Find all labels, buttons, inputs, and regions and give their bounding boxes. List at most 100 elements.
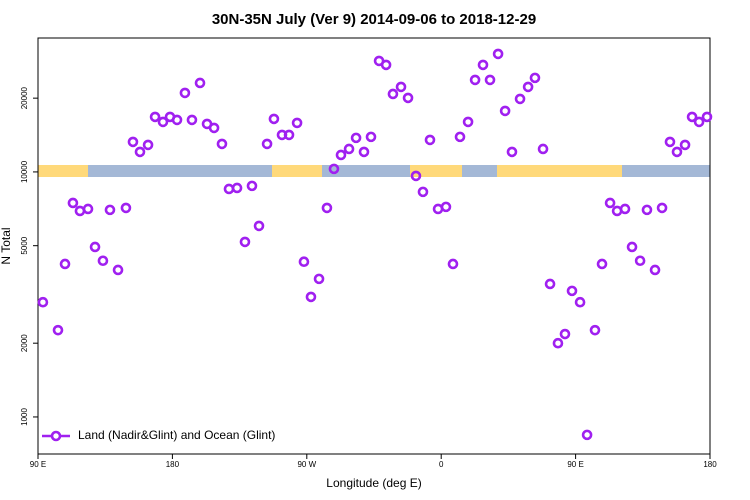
ocean-band — [622, 165, 710, 177]
data-point — [120, 202, 132, 214]
data-point — [52, 324, 64, 336]
land-ocean-band — [38, 165, 710, 177]
x-tick-label: 0 — [439, 460, 444, 469]
data-point — [97, 255, 109, 267]
data-point — [701, 111, 713, 123]
x-tick-label: 180 — [703, 460, 717, 469]
x-axis-title: Longitude (deg E) — [326, 476, 421, 490]
data-point — [171, 114, 183, 126]
y-tick-label: 20000 — [20, 86, 29, 109]
data-point — [619, 203, 631, 215]
data-point — [157, 116, 169, 128]
land-band — [272, 165, 322, 177]
data-point — [634, 255, 646, 267]
y-tick-label: 5000 — [20, 236, 29, 254]
data-point — [641, 204, 653, 216]
data-point — [37, 296, 49, 308]
data-point — [529, 72, 541, 84]
y-tick-label: 10000 — [20, 160, 29, 183]
data-point — [559, 328, 571, 340]
x-tick-label: 90 E — [567, 460, 583, 469]
chart-title: 30N-35N July (Ver 9) 2014-09-06 to 2018-… — [212, 11, 536, 28]
ocean-band — [88, 165, 272, 177]
data-point — [664, 136, 676, 148]
data-point — [186, 114, 198, 126]
data-point — [142, 139, 154, 151]
data-point — [671, 146, 683, 158]
ocean-band — [462, 165, 497, 177]
data-point — [484, 74, 496, 86]
data-point — [380, 59, 392, 71]
data-point — [387, 88, 399, 100]
ocean-band — [322, 165, 410, 177]
data-point — [358, 146, 370, 158]
data-point — [82, 203, 94, 215]
data-point — [305, 291, 317, 303]
data-point — [104, 204, 116, 216]
data-point — [74, 205, 86, 217]
data-point — [410, 170, 422, 182]
data-point — [321, 202, 333, 214]
data-point — [566, 285, 578, 297]
data-point — [395, 81, 407, 93]
data-point — [335, 149, 347, 161]
data-point — [522, 81, 534, 93]
data-point — [693, 116, 705, 128]
data-point — [574, 296, 586, 308]
land-band — [410, 165, 462, 177]
data-point — [514, 93, 526, 105]
data-point — [231, 182, 243, 194]
x-tick-label: 90 W — [297, 460, 316, 469]
data-point — [596, 258, 608, 270]
data-point — [499, 105, 511, 117]
data-point — [417, 186, 429, 198]
data-point — [589, 324, 601, 336]
data-point — [67, 197, 79, 209]
x-tick-label: 90 E — [30, 460, 46, 469]
data-point — [208, 122, 220, 134]
legend-label: Land (Nadir&Glint) and Ocean (Glint) — [78, 428, 275, 442]
data-point — [283, 129, 295, 141]
data-point — [298, 256, 310, 268]
data-point — [112, 264, 124, 276]
data-point — [686, 111, 698, 123]
data-point — [365, 131, 377, 143]
data-point — [492, 48, 504, 60]
data-point — [544, 278, 556, 290]
data-point — [350, 132, 362, 144]
data-point — [402, 92, 414, 104]
data-point — [343, 143, 355, 155]
data-point — [246, 180, 258, 192]
data-point — [469, 74, 481, 86]
data-point — [679, 139, 691, 151]
data-point — [268, 113, 280, 125]
data-point — [89, 241, 101, 253]
data-point — [179, 87, 191, 99]
data-point — [328, 163, 340, 175]
data-point — [462, 116, 474, 128]
y-tick-label: 2000 — [20, 334, 29, 352]
data-point — [424, 134, 436, 146]
data-point — [149, 111, 161, 123]
y-axis-title: N Total — [0, 227, 13, 264]
data-point — [239, 236, 251, 248]
data-point — [604, 197, 616, 209]
data-point — [223, 183, 235, 195]
data-point — [253, 220, 265, 232]
data-point — [261, 138, 273, 150]
data-point — [537, 143, 549, 155]
data-point — [581, 429, 593, 441]
data-point — [194, 77, 206, 89]
plot-frame — [37, 37, 711, 455]
data-point — [656, 202, 668, 214]
data-point — [216, 138, 228, 150]
land-band — [497, 165, 622, 177]
data-point — [59, 258, 71, 270]
data-point — [440, 201, 452, 213]
y-tick-label: 1000 — [20, 408, 29, 426]
data-point — [506, 146, 518, 158]
x-tick-label: 180 — [166, 460, 180, 469]
data-point — [127, 136, 139, 148]
data-point — [626, 241, 638, 253]
